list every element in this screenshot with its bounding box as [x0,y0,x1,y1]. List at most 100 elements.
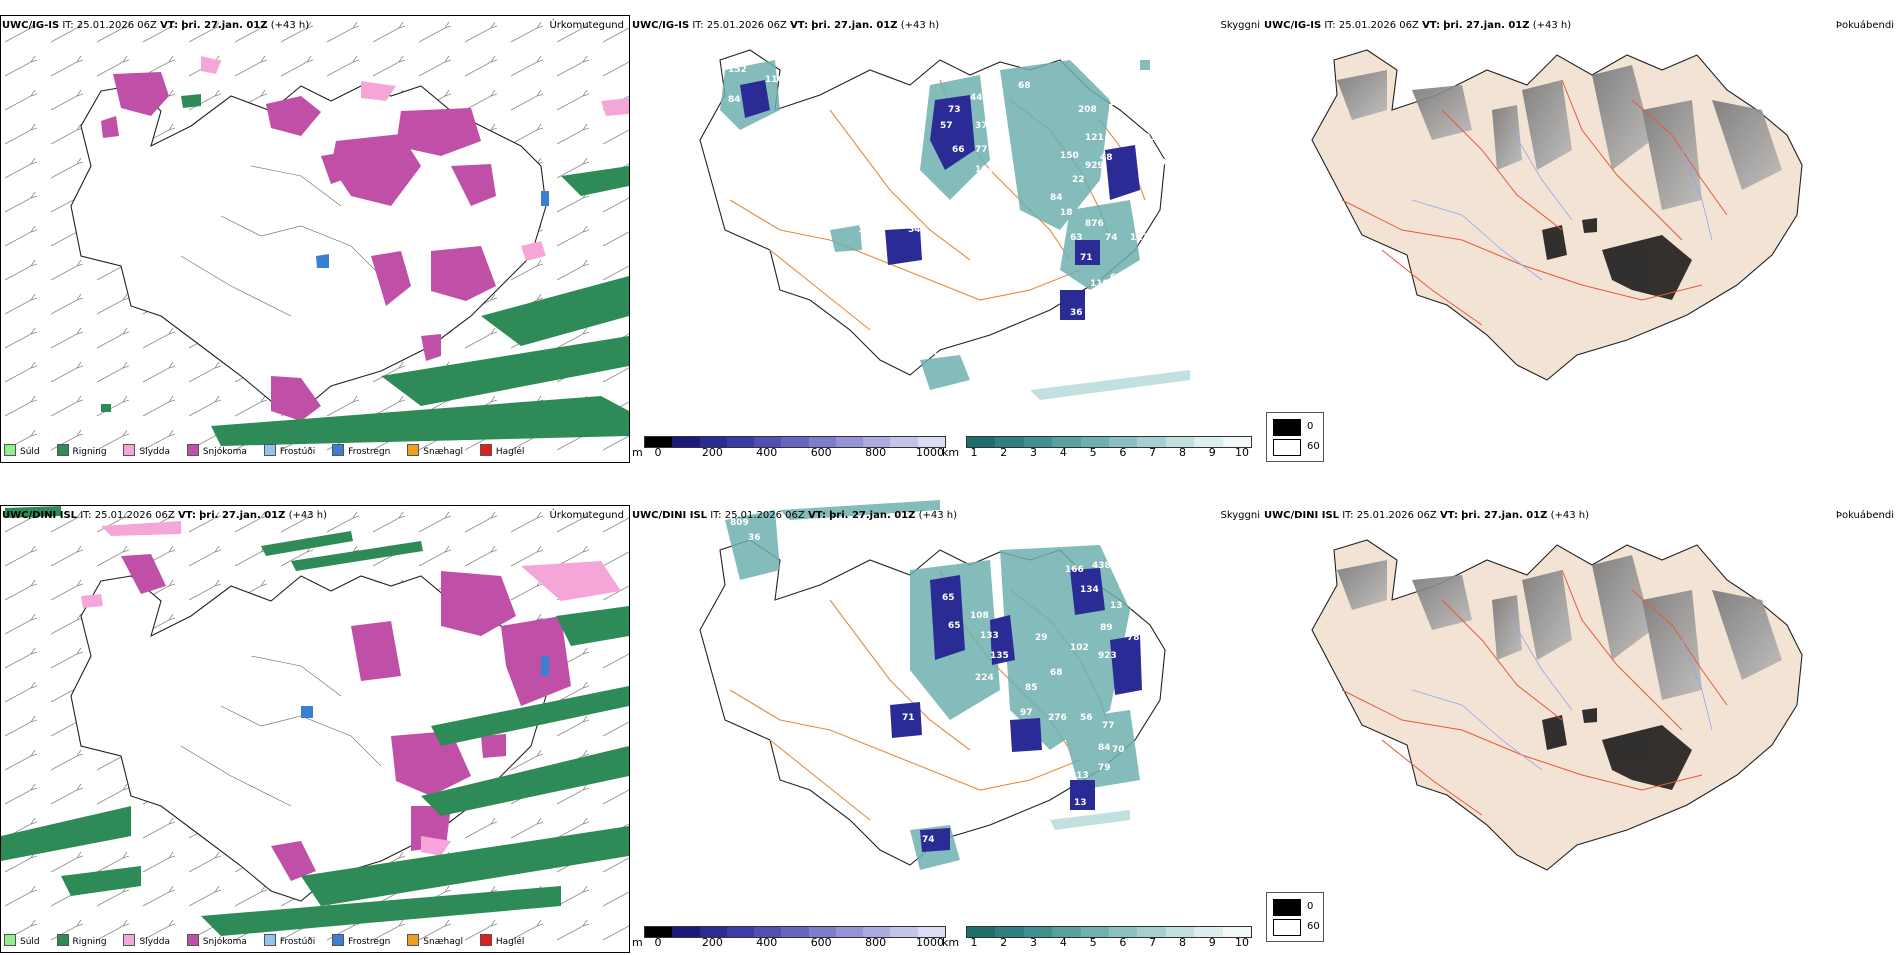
legend-item-sudl: Súld [4,444,40,457]
cloud-base-label: 29 [1035,633,1048,643]
colorbar-segment [754,437,782,447]
colorbar-segment [808,927,836,937]
colorbar-tick-label: 9 [1208,446,1216,459]
vt-value: þri. 27.jan. 01Z [199,510,286,521]
cloud-base-label: 166 [1065,565,1084,575]
it-value: 25.01.2026 06Z [1338,20,1419,31]
vt-label: VT: [177,510,196,521]
precip-type-panel: UWC/DINI ISL IT: 25.01.2026 06Z VT: þri.… [0,490,630,955]
fog-index-panel: UWC/DINI ISL IT: 25.01.2026 06Z VT: þri.… [1262,490,1900,955]
it-value: 25.01.2026 06Z [76,20,157,31]
panel-title: Skyggni [1220,20,1260,31]
colorbar-segment [835,927,864,937]
colorbar-segment [754,927,782,937]
cloud-base-label: 70 [1112,745,1125,755]
legend-label: Frostregn [348,447,391,457]
legend-label: Súld [20,937,40,947]
cloud-base-label: 111 [1030,243,1049,253]
colorbar-segment [672,927,700,937]
legend-item-haglel: Haglél [479,444,524,457]
visibility-colorbar [966,926,1252,938]
colorbar-tick-label: 0 [654,936,662,949]
precip-type-legend: Súld Rigning Slydda Snjókoma Frostúði Fr… [4,444,538,457]
it-value: 25.01.2026 06Z [94,510,175,521]
cloud-base-label: 152 [728,65,747,75]
colorbar-segment [1165,437,1195,447]
colorbar-segment [967,437,996,447]
colorbar-segment [1023,927,1053,937]
colorbar-tick-label: 4 [1059,446,1067,459]
it-label: IT: [80,510,92,521]
colorbar-segment [967,927,996,937]
colorbar-segment [645,437,673,447]
cloud-base-label: 71 [1080,253,1093,263]
legend-label: Snjókoma [202,447,247,457]
visibility-map: 152 110 84 73 44 57 37 66 77 104 68 208 150 121 48 150 1… [699,49,1190,400]
cloud-base-label: 104 [975,165,994,175]
legend-swatch [479,934,492,946]
cloud-base-label: 276 [1048,713,1067,723]
cloud-base-label: 110 [1090,279,1109,289]
colorbar-segment [1052,437,1081,447]
legend-label: Súld [20,447,40,457]
cloud-base-label: 79 [1098,763,1111,773]
fog-legend-label: 60 [1307,921,1320,932]
vt-label: VT: [1439,510,1458,521]
cloud-base-label: 85 [1025,683,1038,693]
legend-swatch [407,444,420,456]
colorbar-segment [726,927,755,937]
colorbar-tick-label: 1000 [916,936,944,949]
it-label: IT: [692,20,704,31]
panel-header: UWC/DINI ISL IT: 25.01.2026 06Z VT: þri.… [1264,510,1589,521]
cloud-base-label: 68 [1018,81,1031,91]
cloud-base-label: 108 [970,611,989,621]
legend-label: Haglél [495,937,525,947]
it-label: IT: [1324,20,1336,31]
colorbar-segment [1137,927,1166,937]
fog-index-legend: 0 60 [1266,412,1324,462]
it-value: 25.01.2026 06Z [1356,510,1437,521]
legend-item-rigning: Rigning [56,934,107,947]
cloud-base-label: 110 [765,75,784,85]
lead-time: (+43 h) [918,510,958,521]
legend-item-frostudi: Frostúði [263,934,315,947]
colorbar-segment [917,927,945,937]
cloud-base-label: 208 [1078,105,1097,115]
colorbar-tick-label: 800 [865,936,887,949]
legend-item-snaehagl: Snæhagl [407,444,463,457]
colorbar-tick-label: 400 [756,446,778,459]
cloud-base-label: 66 [952,145,965,155]
cloud-base-label: 438 [1092,561,1111,571]
visibility-colorbar [966,436,1252,448]
visibility-panel: 152 110 84 73 44 57 37 66 77 104 68 208 150 121 48 150 1… [630,0,1260,465]
precip-type-map [1,16,629,462]
cloud-base-label: 60 [1110,273,1123,283]
colorbar-tick-label: 3 [1030,446,1038,459]
colorbar-tick-label: 600 [810,936,832,949]
colorbar-segment [1222,437,1252,447]
cloud-base-label: 37 [975,121,988,131]
cloud-base-label: 923 [1098,651,1117,661]
legend-label: Rigning [72,937,107,947]
colorbar-tick-label: 10 [1235,936,1249,949]
colorbar-segment [863,927,891,937]
forecast-row-ig-is: UWC/IG-IS IT: 25.01.2026 06Z VT: þri. 27… [0,0,1900,465]
visibility-unit: km [942,446,960,459]
precip-type-map-frame [0,505,630,953]
colorbar-segment [1109,437,1138,447]
colorbar-tick-label: 1000 [916,446,944,459]
cloud-base-label: 113 [1130,233,1149,243]
cloud-base-label: 77 [975,145,988,155]
colorbar-segment [645,927,673,937]
visibility-map: 809 36 65 108 65 133 135 224 166 438 134 115 13 48 89 9… [699,500,1166,870]
fog-legend-swatch [1273,919,1301,936]
cloud-base-unit: m [632,936,643,949]
precip-type-map [1,506,629,952]
legend-item-haglel: Haglél [479,934,525,947]
panel-header: UWC/IG-IS IT: 25.01.2026 06Z VT: þri. 27… [2,20,309,31]
cloud-base-label: 213 [1070,771,1089,781]
legend-swatch [123,444,136,456]
legend-label: Snæhagl [423,937,463,947]
cloud-base-label: 56 [1080,713,1093,723]
legend-swatch [332,444,345,456]
